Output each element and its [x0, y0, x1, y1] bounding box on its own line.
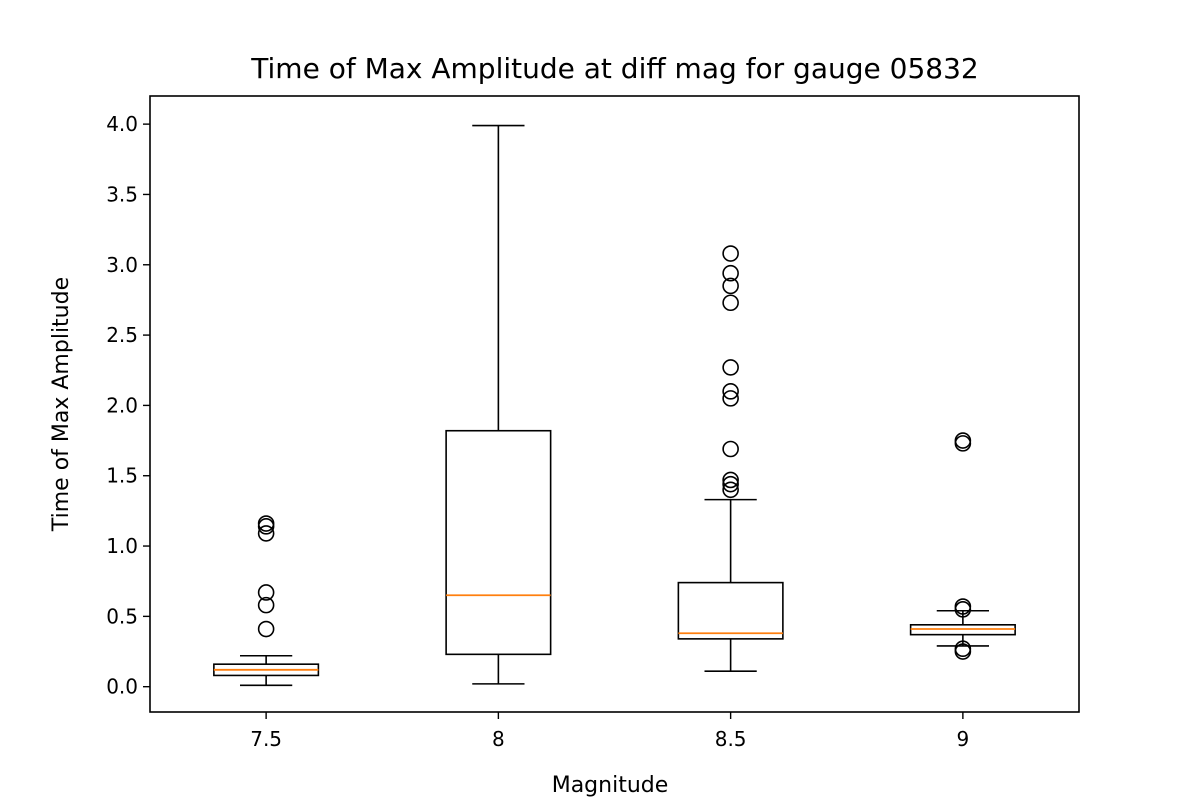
chart-title: Time of Max Amplitude at diff mag for ga…	[250, 52, 978, 85]
x-tick-label: 8.5	[715, 727, 747, 751]
outlier-point	[722, 359, 739, 376]
outlier-point	[257, 596, 275, 614]
x-tick-label: 8	[492, 727, 505, 751]
iqr-box	[445, 429, 552, 656]
y-tick-label: 0.0	[106, 675, 138, 699]
boxes-layer	[213, 124, 1016, 687]
outlier-point	[954, 640, 972, 658]
outlier-point	[257, 525, 275, 542]
y-tick-label: 1.0	[106, 534, 138, 558]
outlier-point	[722, 440, 739, 458]
iqr-box	[677, 581, 784, 640]
box-group-9	[909, 432, 1016, 660]
outlier-point	[722, 481, 739, 499]
outlier-point	[257, 584, 275, 601]
y-axis-label: Time of Max Amplitude	[49, 277, 74, 532]
outlier-point	[257, 515, 275, 532]
outlier-point	[722, 245, 739, 262]
outlier-point	[257, 620, 275, 638]
outlier-point	[722, 471, 739, 489]
x-axis: 7.5 8 8.5 9	[250, 712, 969, 751]
box-group-8	[445, 124, 552, 685]
y-tick-label: 2.0	[106, 393, 138, 417]
outlier-point	[954, 432, 972, 449]
outlier-point	[722, 475, 739, 493]
x-axis-label: Magnitude	[552, 773, 669, 798]
box-group-7-5	[213, 515, 320, 687]
outlier-point	[722, 277, 739, 295]
outlier-point	[722, 383, 739, 400]
outlier-point	[722, 264, 739, 282]
y-tick-label: 1.5	[106, 464, 138, 488]
y-axis: 0.0 0.5 1.0 1.5 2.0 2.5 3.0 3.5 4.0	[106, 112, 150, 699]
x-tick-label: 7.5	[250, 727, 282, 751]
outlier-point	[954, 598, 972, 615]
outlier-point	[722, 294, 739, 312]
y-tick-label: 4.0	[106, 112, 138, 136]
x-tick-label: 9	[957, 727, 970, 751]
box-group-8-5	[677, 245, 784, 673]
y-tick-label: 3.0	[106, 253, 138, 277]
plot-area-frame	[149, 95, 1080, 713]
y-tick-label: 3.5	[106, 182, 138, 206]
y-tick-label: 0.5	[106, 604, 138, 628]
outlier-point	[722, 390, 739, 407]
y-tick-label: 2.5	[106, 323, 138, 347]
